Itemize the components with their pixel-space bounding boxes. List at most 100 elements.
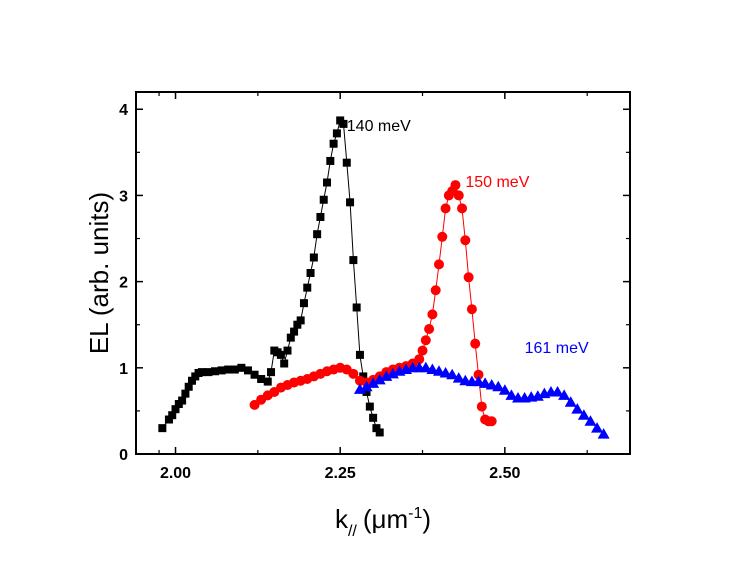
data-point: [306, 269, 315, 277]
data-point: [339, 119, 348, 128]
x-axis-title: k// (μm-1): [335, 504, 431, 540]
x-axis-title-exponent: -1: [408, 505, 422, 522]
data-point: [296, 316, 305, 325]
x-axis-title-close: ): [422, 504, 431, 534]
data-point: [299, 299, 308, 308]
data-point: [158, 424, 167, 433]
y-tick-label: 2: [119, 275, 128, 292]
data-point: [332, 129, 341, 138]
data-point: [326, 156, 335, 165]
data-point: [362, 387, 371, 396]
data-point: [472, 375, 485, 387]
series-line: [161, 119, 381, 433]
data-point: [453, 190, 464, 201]
data-point: [446, 368, 459, 380]
data-point: [290, 327, 299, 336]
series-1: 140 meV: [158, 116, 411, 437]
series-3: 161 meV: [353, 340, 610, 439]
data-point: [346, 198, 355, 207]
data-point: [437, 231, 448, 242]
data-point: [479, 377, 492, 388]
data-point: [276, 350, 285, 359]
data-point: [323, 178, 332, 187]
data-point: [303, 283, 312, 292]
x-tick-label: 2.00: [160, 465, 191, 482]
data-point: [571, 403, 584, 414]
data-point: [432, 365, 445, 376]
data-point: [243, 366, 252, 375]
data-point: [473, 369, 484, 380]
data-point: [417, 345, 428, 356]
data-point: [237, 363, 246, 372]
data-point: [426, 363, 439, 375]
data-point: [420, 335, 431, 346]
data-point: [584, 415, 597, 426]
data-point: [430, 285, 441, 296]
data-point: [414, 354, 425, 365]
data-point: [463, 272, 474, 283]
series-annotation: 140 meV: [347, 118, 411, 135]
y-tick-label: 3: [119, 188, 128, 205]
data-point: [250, 370, 259, 379]
data-point: [597, 428, 610, 439]
data-point: [591, 422, 604, 433]
data-point: [217, 366, 226, 375]
data-point: [470, 338, 481, 349]
data-point: [168, 411, 177, 420]
data-point: [171, 405, 180, 414]
data-point: [551, 385, 564, 397]
data-point: [360, 380, 373, 392]
data-point: [197, 368, 206, 377]
data-point: [309, 253, 318, 262]
data-point: [184, 382, 193, 391]
data-point: [257, 375, 266, 384]
data-point: [486, 416, 497, 427]
tick-labels: 0 1 2 3 4 2.00 2.25 2.50: [119, 102, 520, 482]
data-point: [283, 346, 292, 355]
data-point: [352, 303, 361, 312]
data-point: [450, 180, 461, 191]
series-annotation: 161 meV: [525, 340, 589, 357]
data-point: [433, 259, 444, 270]
y-tick-label: 1: [119, 361, 128, 378]
series-layer: 140 meV 150 meV 161 meV: [158, 116, 610, 439]
data-point: [466, 304, 477, 315]
data-point: [355, 350, 364, 359]
y-axis-title: EL (arb. units): [84, 192, 114, 354]
data-point: [342, 158, 351, 167]
data-point: [329, 139, 338, 148]
data-point: [440, 203, 451, 214]
data-point: [204, 368, 213, 377]
data-point: [181, 389, 190, 398]
data-point: [558, 389, 571, 400]
data-point: [460, 235, 471, 246]
data-point: [211, 367, 220, 376]
data-point: [230, 365, 239, 374]
y-tick-label: 4: [119, 102, 128, 119]
data-point: [267, 368, 276, 377]
data-point: [367, 377, 380, 388]
data-point: [505, 389, 518, 400]
data-point: [498, 384, 511, 395]
data-point: [476, 401, 487, 412]
data-point: [359, 372, 368, 381]
data-point: [424, 324, 435, 335]
data-point: [457, 203, 468, 214]
data-point: [178, 396, 187, 405]
data-point: [577, 409, 590, 420]
data-point: [286, 333, 295, 342]
data-point: [313, 230, 322, 239]
data-point: [373, 373, 386, 385]
data-point: [349, 256, 358, 265]
data-point: [224, 365, 233, 374]
data-point: [419, 361, 432, 373]
data-point: [280, 359, 289, 368]
x-tick-label: 2.25: [325, 465, 356, 482]
data-point: [365, 402, 374, 411]
data-point: [564, 396, 577, 407]
data-point: [452, 372, 465, 383]
x-tick-label: 2.50: [489, 465, 520, 482]
data-point: [263, 377, 272, 386]
data-point: [348, 368, 359, 379]
